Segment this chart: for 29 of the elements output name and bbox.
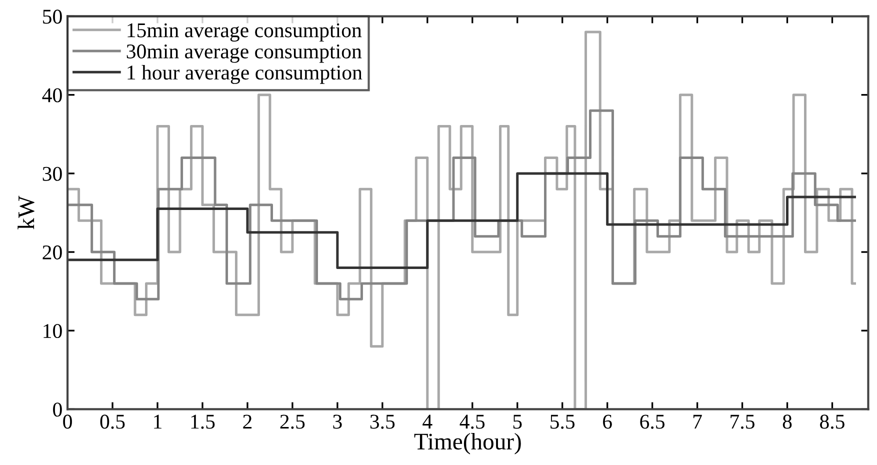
y-tick-label: 40 [42,88,62,102]
x-tick-label: 6.5 [640,414,665,429]
x-tick-label: 7 [693,414,702,429]
x-tick-label: 0 [63,414,72,429]
x-tick-label: 5.5 [550,414,575,429]
x-tick-label: 6 [603,414,612,429]
y-tick-label: 30 [42,166,62,181]
y-tick-label: 10 [44,324,62,338]
x-tick-label: 0.5 [100,414,125,429]
x-tick-label: 7.5 [730,414,754,429]
x-tick-label: 5 [513,414,522,429]
legend-label: 30min average consumption [126,44,362,63]
x-tick-label: 3 [333,414,342,429]
y-tick-label: 0 [53,402,62,417]
x-tick-label: 4 [422,414,432,429]
x-tick-label: 2 [243,414,252,429]
x-tick-label: 1 [154,414,162,429]
x-tick-label: 4.5 [460,414,485,429]
y-tick-label: 20 [42,245,62,260]
x-tick-label: 8.5 [820,414,844,429]
x-tick-label: 3.5 [370,414,395,429]
x-axis-title: Time(hour) [414,432,521,454]
legend-label: 15min average consumption [128,23,362,42]
x-tick-label: 2.5 [280,414,305,429]
y-axis-title: kW [18,196,34,230]
y-tick-label: 50 [43,10,62,24]
x-tick-label: 1.5 [191,414,215,429]
x-tick-label: 8 [782,414,792,429]
legend-label: 1 hour average consumption [128,64,362,84]
